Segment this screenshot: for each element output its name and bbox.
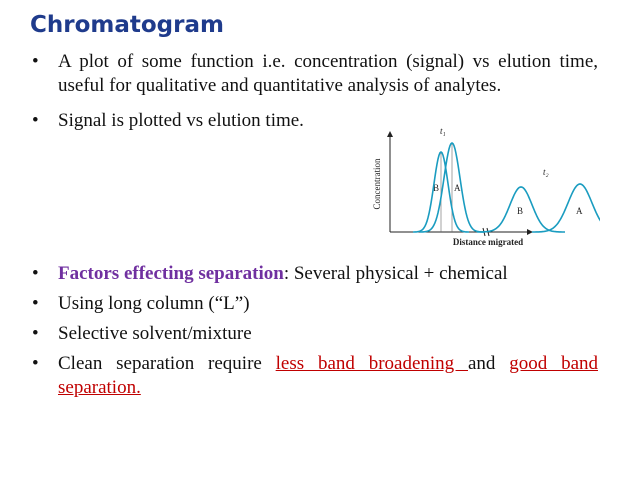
- bullet-emphasis: Factors effecting separation: [58, 263, 284, 284]
- peak-label: B: [517, 206, 523, 216]
- bullet-text: : Several physical + chemical: [283, 263, 508, 284]
- peak-curve: [477, 186, 565, 233]
- peak-curve: [532, 183, 600, 233]
- link-text: less band broadening: [275, 353, 468, 374]
- time-label: t₁: [440, 126, 446, 136]
- bullet: Signal is plotted vs elution time.: [32, 109, 328, 133]
- bullet: Factors effecting separation: Several ph…: [32, 262, 598, 286]
- time-label: t₂: [543, 167, 549, 177]
- chromatogram-figure: Concentration Distance migrated t₁ t₂ B …: [372, 126, 600, 247]
- x-axis-label: Distance migrated: [453, 237, 523, 247]
- bullet-text: and: [468, 353, 510, 374]
- y-axis-label: Concentration: [372, 158, 382, 209]
- peak-label: A: [576, 206, 583, 216]
- bullet-text: Clean separation require: [58, 353, 276, 374]
- bullet-text: Signal is plotted vs elution time.: [58, 110, 304, 131]
- peak-curve: [420, 142, 484, 233]
- peak-curve: [413, 150, 469, 233]
- bullet-list: Factors effecting separation: Several ph…: [32, 262, 598, 406]
- bullet-text: Using long column (“L”): [58, 293, 250, 314]
- link-text: good band separation.: [58, 353, 598, 398]
- peaks: [413, 142, 600, 233]
- bullet: A plot of some function i.e. concentrati…: [32, 50, 598, 98]
- bullet-list: A plot of some function i.e. concentrati…: [32, 50, 598, 133]
- bullet: Using long column (“L”): [32, 292, 598, 316]
- bullet-text: Selective solvent/mixture: [58, 323, 252, 344]
- slide-title: Chromatogram: [30, 12, 224, 38]
- peak-label: B: [433, 183, 439, 193]
- bullet: Selective solvent/mixture: [32, 322, 598, 346]
- peak-label: A: [454, 183, 461, 193]
- bullet: Clean separation require less band broad…: [32, 352, 598, 400]
- bullet-text: A plot of some function i.e. concentrati…: [58, 51, 598, 96]
